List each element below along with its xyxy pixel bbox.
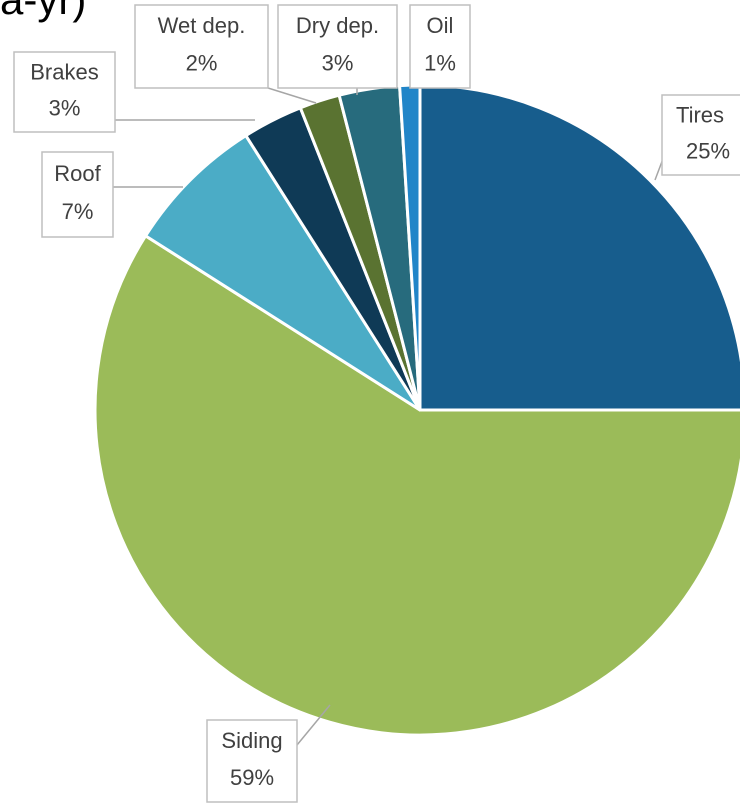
value-label: 25%: [686, 138, 730, 163]
label-box: [277, 4, 398, 89]
value-label: 3%: [322, 51, 354, 76]
slices: [93, 83, 740, 737]
label-box: [13, 51, 116, 133]
label-box: [41, 151, 114, 238]
value-label: 1%: [424, 51, 456, 76]
value-label: 2%: [186, 51, 218, 76]
chart-title: a-yr): [0, 0, 86, 23]
value-label: 7%: [62, 199, 94, 224]
category-label: Siding: [221, 728, 282, 753]
slice: [418, 83, 740, 412]
slice: [144, 134, 422, 412]
value-label: 3%: [49, 95, 81, 120]
label-box: [409, 4, 471, 89]
category-label: Wet dep.: [158, 13, 246, 38]
label-box: [206, 719, 298, 803]
category-label: Brakes: [30, 59, 98, 84]
category-label: Oil: [427, 13, 454, 38]
label-box: [134, 4, 269, 89]
leader-line: [296, 704, 331, 746]
value-label: 59%: [230, 765, 274, 790]
category-label: Dry dep.: [296, 13, 379, 38]
label-box: [661, 94, 740, 176]
labels: Tires 25% Siding 59% Roof 7% Brakes 3% Wet dep. 2…: [13, 4, 740, 803]
slice: [93, 234, 740, 737]
leader-line: [267, 87, 317, 104]
category-label: Tires: [676, 102, 724, 127]
category-label: Roof: [54, 161, 101, 186]
